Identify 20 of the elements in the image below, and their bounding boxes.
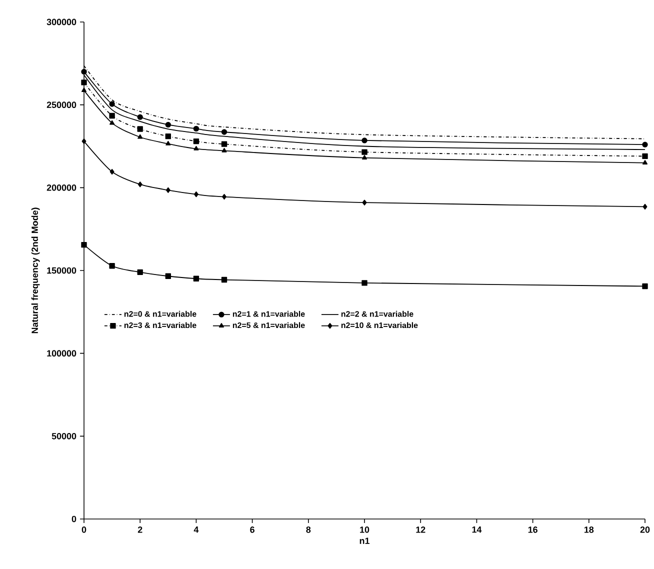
y-tick-label: 0	[72, 516, 76, 522]
x-tick-label: 0	[82, 526, 86, 533]
x-tick-label: 8	[306, 526, 311, 533]
x-tick-label: 4	[194, 526, 199, 533]
x-tick-label: 20	[640, 526, 650, 533]
x-tick-label: 12	[416, 526, 426, 533]
y-tick-label: 300000	[46, 18, 76, 26]
x-tick-label: 18	[584, 526, 594, 533]
x-axis-title: n1	[360, 538, 370, 544]
x-tick-label: 2	[138, 526, 142, 533]
x-tick-label: 14	[472, 526, 482, 533]
x-tick-label: 6	[250, 526, 254, 533]
x-tick-label: 16	[528, 526, 538, 533]
y-tick-label: 150000	[47, 267, 76, 274]
y-tick-label: 100000	[47, 350, 76, 357]
x-tick-label: 10	[360, 526, 370, 533]
y-tick-label: 50000	[52, 432, 76, 440]
y-tick-label: 250000	[46, 102, 76, 108]
y-tick-label: 200000	[46, 184, 76, 191]
y-axis-title: Natural frequency (2nd Mode)	[31, 208, 40, 334]
